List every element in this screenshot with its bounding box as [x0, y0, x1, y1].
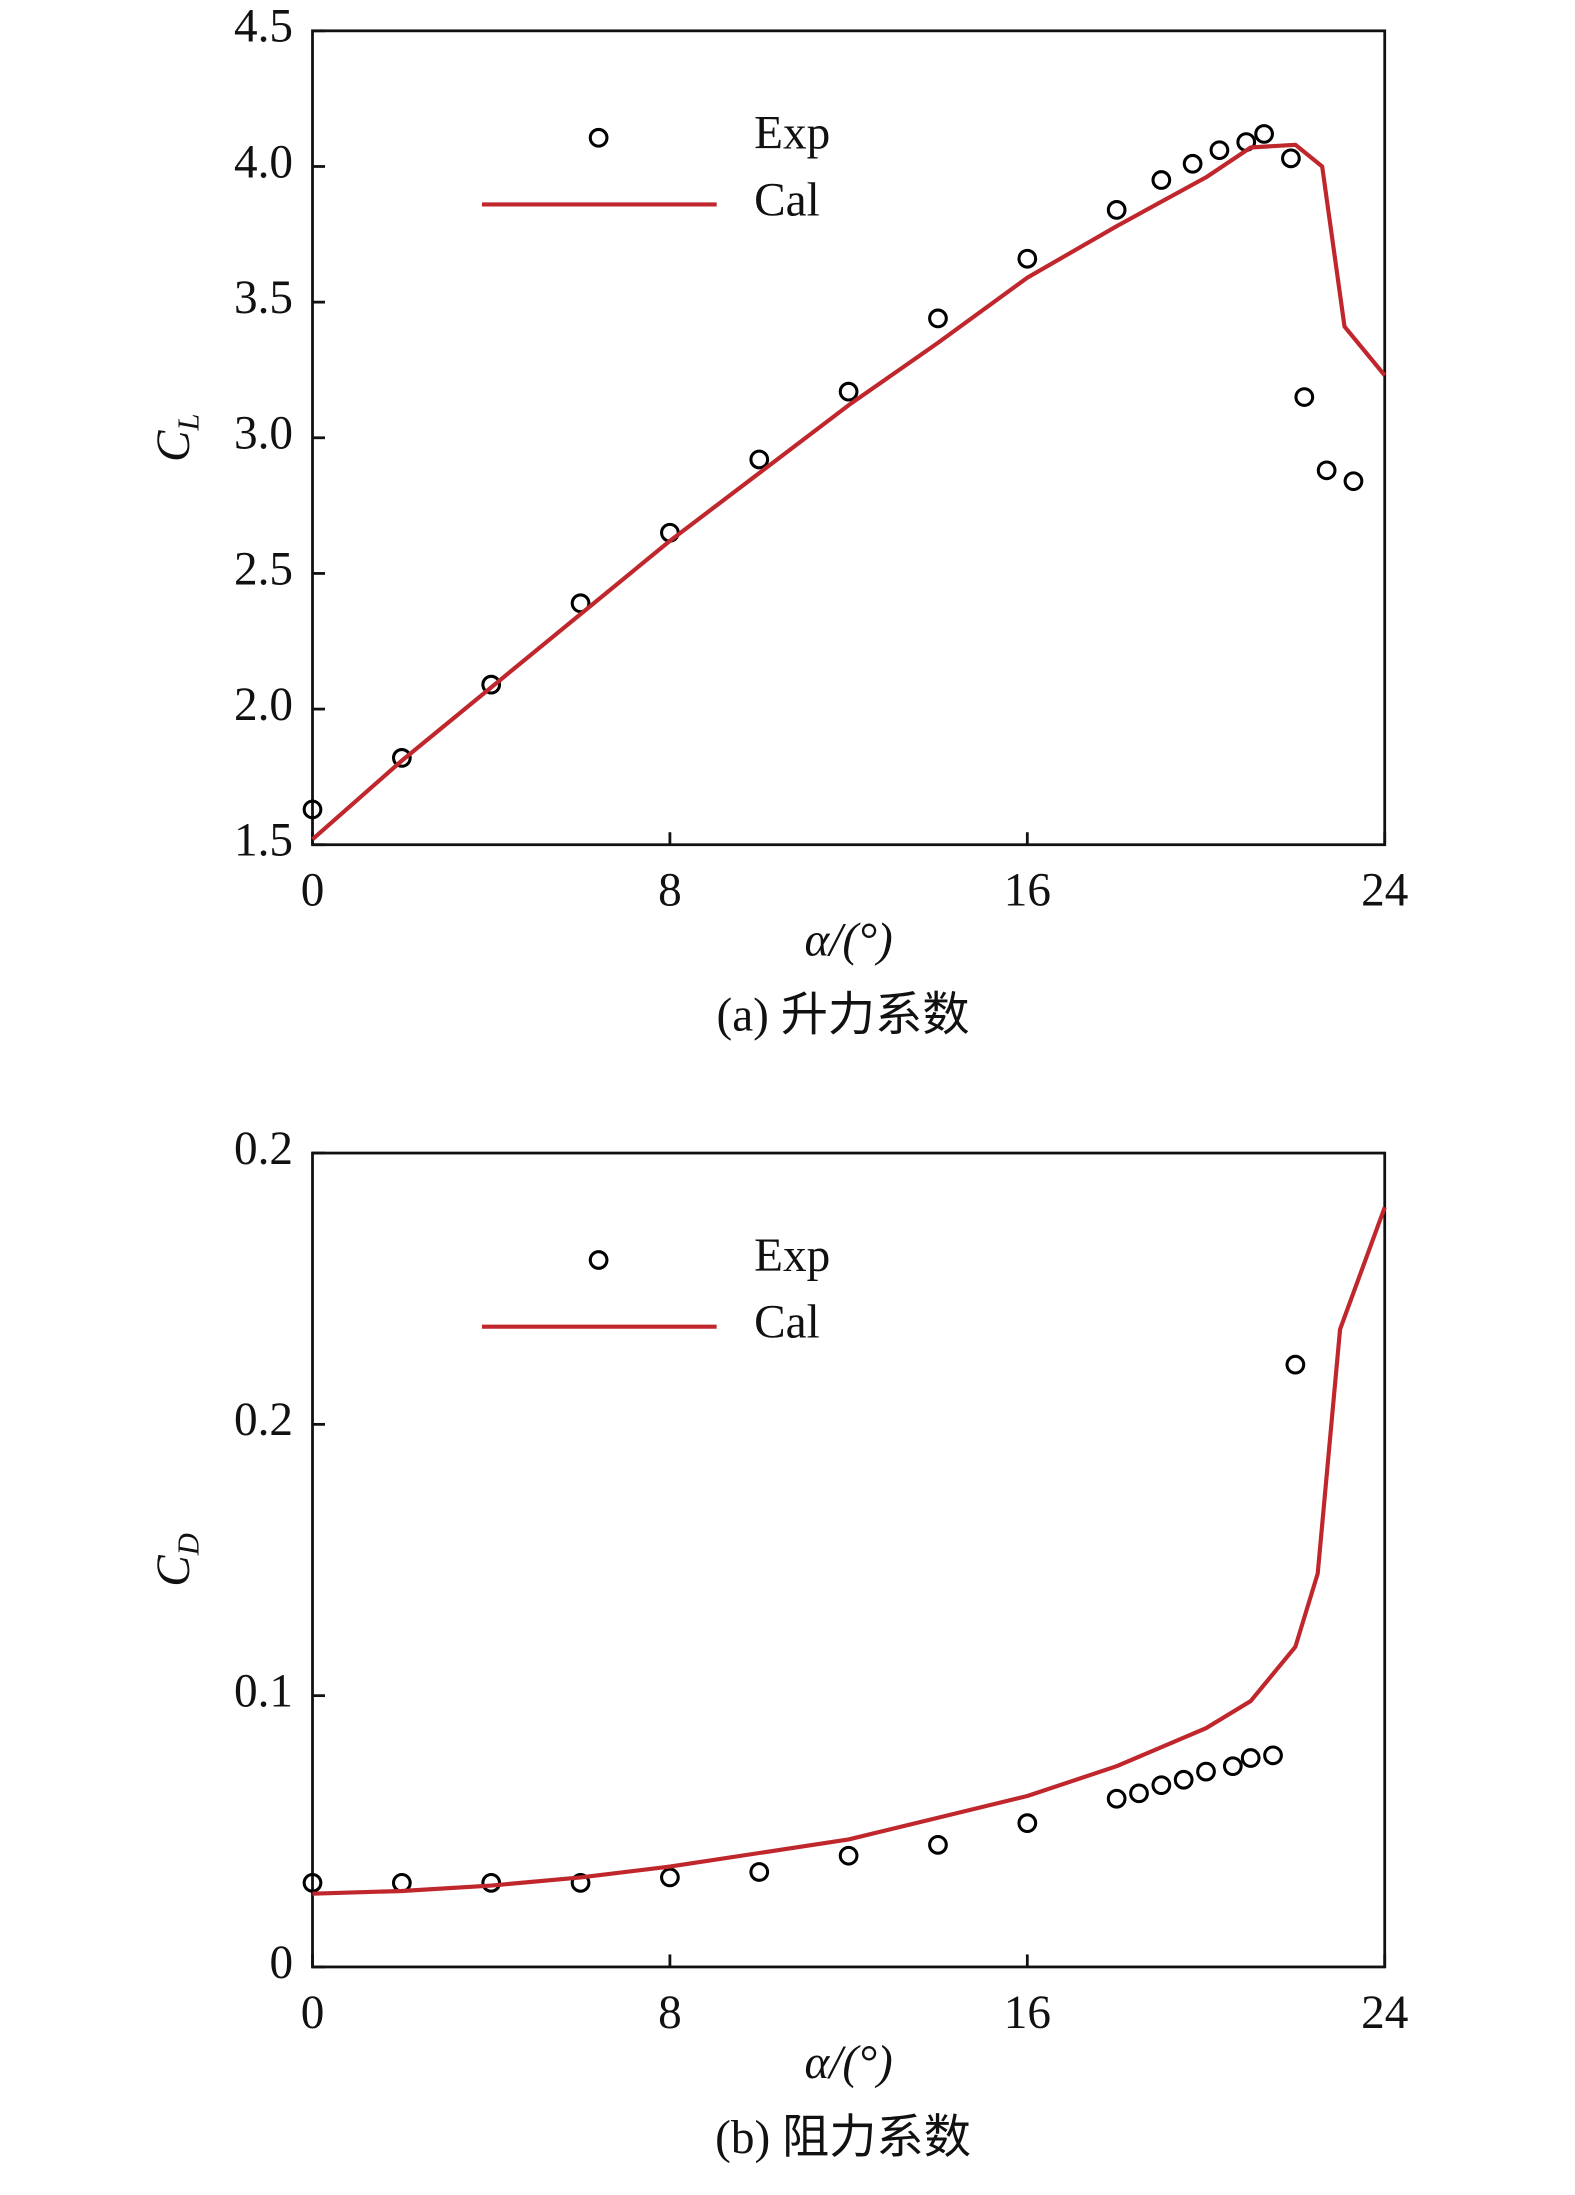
data-point	[1106, 1788, 1127, 1809]
y-axis-label: CD	[148, 1533, 206, 1587]
data-point	[1129, 1783, 1149, 1804]
y-tick-label: 2.5	[234, 543, 293, 595]
data-point	[928, 308, 948, 329]
legend-label: Exp	[754, 108, 830, 160]
data-point	[481, 674, 502, 695]
x-tick-label: 0	[301, 865, 325, 917]
legend-marker	[588, 1250, 609, 1270]
y-axis-label-main: C	[148, 1555, 200, 1587]
caption: (b) 阻力系数	[715, 2112, 971, 2164]
data-point	[302, 1872, 323, 1893]
data-point	[1281, 148, 1301, 169]
data-point	[1254, 124, 1274, 144]
data-point	[838, 1845, 859, 1866]
caption: (a) 升力系数	[717, 990, 970, 1042]
y-axis-label: CL	[148, 414, 206, 462]
data-point	[570, 1872, 591, 1893]
chart-panel: 0 8 16 24 0 0.1 0.2 0.2 α/(°) CD (b) 阻力系数 Exp Cal	[148, 1123, 1409, 2164]
data-point	[1294, 387, 1315, 407]
y-tick-label: 0.1	[234, 1665, 293, 1717]
x-tick-label: 8	[658, 1987, 682, 2039]
legend-marker	[588, 127, 609, 148]
x-axis-label: α/(°)	[804, 2037, 892, 2089]
y-tick-label: 4.5	[234, 1, 293, 53]
data-point	[928, 1834, 948, 1855]
legend-label: Cal	[754, 174, 820, 226]
y-tick-label: 3.0	[234, 408, 293, 460]
data-point	[1151, 170, 1172, 190]
legend-label: Cal	[754, 1297, 820, 1349]
data-point	[1263, 1745, 1283, 1766]
data-point	[1222, 1756, 1243, 1777]
data-point	[1196, 1761, 1216, 1782]
y-axis-label-sub: D	[172, 1533, 206, 1556]
x-tick-label: 24	[1361, 865, 1408, 917]
y-tick-label: 2.0	[234, 679, 293, 731]
data-point	[749, 1862, 770, 1882]
legend-label: Exp	[754, 1230, 830, 1282]
data-point	[1240, 1748, 1261, 1768]
data-line	[311, 142, 1387, 841]
data-point	[302, 799, 323, 820]
data-point	[1285, 1354, 1306, 1375]
y-tick-label: 1.5	[234, 815, 293, 867]
data-point	[1343, 471, 1364, 492]
data-point	[1151, 1775, 1172, 1796]
y-tick-label: 0	[269, 1937, 293, 1989]
y-tick-label: 0.2	[234, 1394, 293, 1446]
y-tick-label: 4.0	[234, 136, 293, 188]
data-point	[481, 1872, 502, 1893]
data-line	[312, 1206, 1387, 1896]
y-tick-label: 3.5	[234, 272, 293, 324]
x-tick-label: 8	[658, 865, 682, 917]
data-point	[660, 1867, 680, 1888]
data-point	[1182, 153, 1203, 174]
data-point	[838, 381, 859, 402]
x-tick-label: 16	[1004, 1987, 1051, 2039]
data-point	[1017, 248, 1038, 269]
data-point	[1209, 140, 1230, 161]
data-point	[391, 748, 412, 768]
plot-frame	[311, 1151, 1387, 1969]
plot-frame	[311, 29, 1387, 847]
chart-panel: 0 8 16 24 1.5 2.0 2.5 3.0 3.5 4.0 4.5 α/(°) CL (a) 升力…	[148, 1, 1409, 1042]
x-tick-label: 16	[1004, 865, 1051, 917]
data-point	[1017, 1813, 1038, 1834]
y-tick-label: 0.2	[234, 1123, 293, 1175]
y-axis-label-main: C	[148, 430, 200, 462]
data-point	[1106, 200, 1127, 220]
data-point	[1316, 460, 1337, 481]
x-axis-label: α/(°)	[804, 915, 892, 967]
x-tick-label: 0	[301, 1987, 325, 2039]
data-point	[1173, 1769, 1194, 1790]
data-point	[749, 449, 770, 470]
y-axis-label-sub: L	[172, 414, 206, 432]
x-tick-label: 24	[1361, 1987, 1408, 2039]
